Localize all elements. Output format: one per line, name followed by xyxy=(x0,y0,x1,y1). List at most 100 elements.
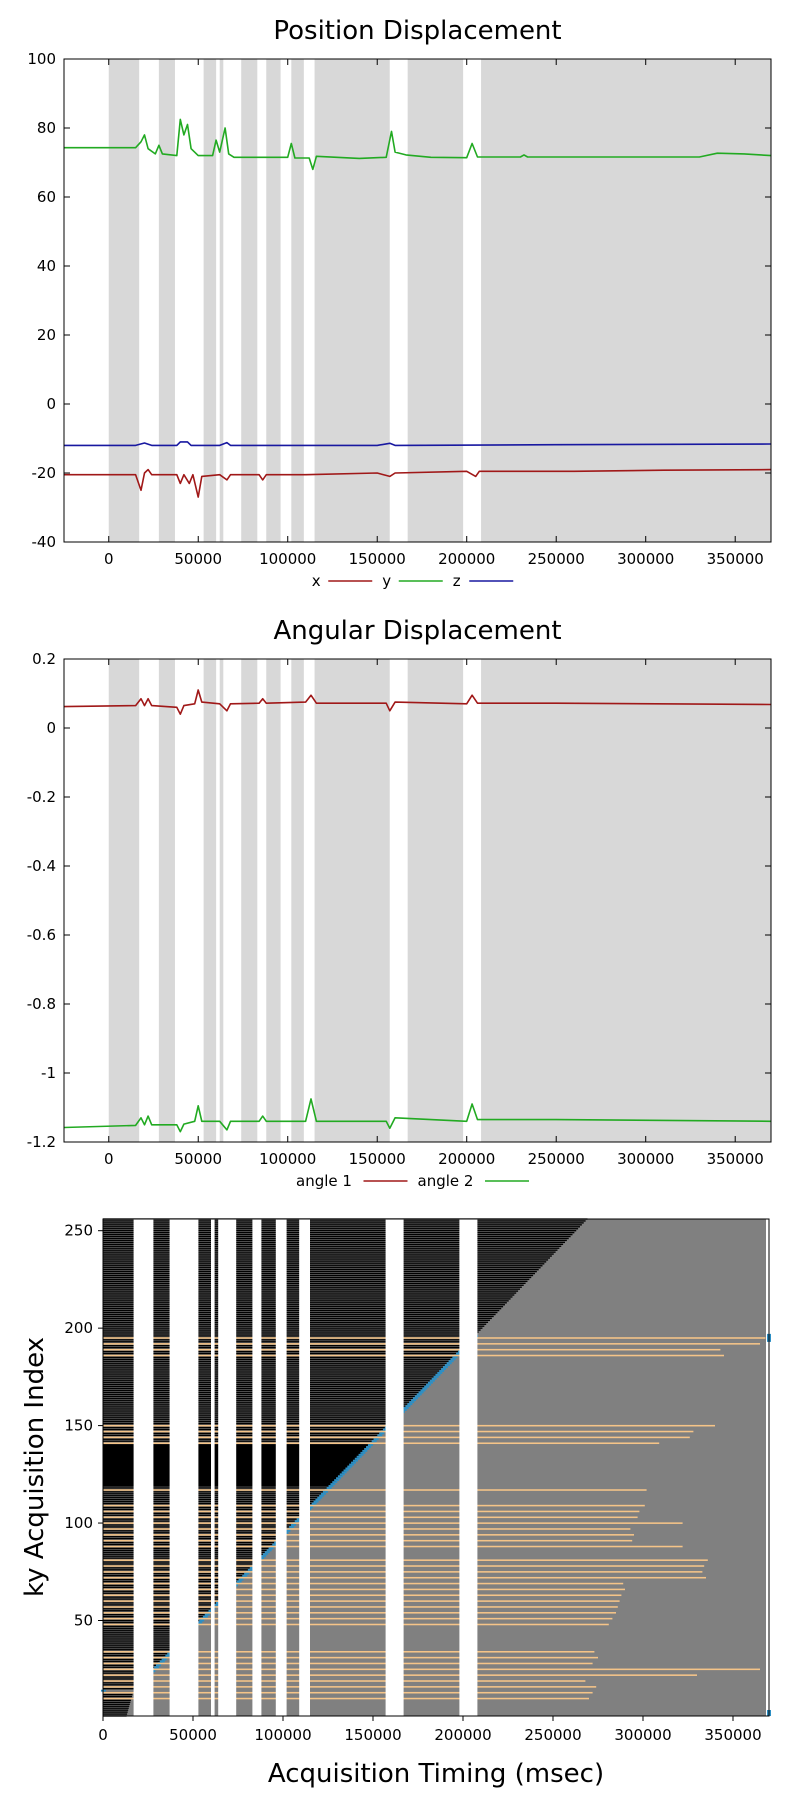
waiting-line xyxy=(103,1255,552,1257)
waiting-line xyxy=(103,1243,564,1246)
waiting-line xyxy=(103,1280,528,1283)
acquisition-marker xyxy=(313,1500,319,1503)
reacquired-line xyxy=(103,1600,620,1602)
y-tick-label: 100 xyxy=(64,1514,93,1532)
reacquired-line xyxy=(103,1680,586,1682)
background-band xyxy=(481,659,771,1142)
y-tick-label: -1.2 xyxy=(27,1133,56,1151)
waiting-line xyxy=(103,1315,494,1318)
x-tick-label: 150000 xyxy=(349,550,406,568)
waiting-line xyxy=(103,1276,532,1279)
waiting-line xyxy=(103,1331,479,1333)
waiting-line xyxy=(103,1713,128,1715)
waiting-line xyxy=(103,1253,554,1255)
waiting-line xyxy=(103,1658,164,1661)
waiting-line xyxy=(103,1701,131,1704)
waiting-line xyxy=(103,1520,297,1522)
waiting-line xyxy=(103,1666,157,1668)
acquisition-marker xyxy=(345,1467,351,1470)
acquisition-marker xyxy=(362,1449,368,1452)
acquisition-marker xyxy=(289,1525,295,1528)
waiting-line xyxy=(103,1270,537,1273)
waiting-line xyxy=(103,1372,440,1374)
waiting-line xyxy=(103,1323,487,1325)
x-tick-label: 250000 xyxy=(528,1150,585,1168)
reacquired-line xyxy=(103,1504,645,1507)
waiting-line xyxy=(103,1366,445,1368)
acquisition-marker xyxy=(439,1370,445,1372)
waiting-line xyxy=(103,1660,162,1663)
reacquired-line xyxy=(103,1612,616,1614)
acquisition-marker xyxy=(326,1486,332,1489)
acquisition-marker xyxy=(322,1490,328,1493)
acquisition-marker xyxy=(418,1391,424,1394)
acquisition-marker xyxy=(264,1551,270,1554)
reacquired-line xyxy=(103,1576,706,1579)
waiting-line xyxy=(103,1249,558,1251)
acquisition-marker xyxy=(412,1397,418,1400)
waiting-line xyxy=(103,1672,151,1674)
reacquired-line xyxy=(103,1606,618,1608)
waiting-line xyxy=(103,1682,142,1684)
acquisition-marker xyxy=(341,1471,347,1474)
reacquired-line xyxy=(103,1691,593,1694)
reacquired-line xyxy=(103,1539,633,1542)
acquisition-marker xyxy=(155,1664,161,1667)
acquisition-marker xyxy=(427,1381,433,1384)
waiting-line xyxy=(103,1321,489,1323)
x-axis-title: Acquisition Timing (msec) xyxy=(268,1759,604,1789)
waiting-line xyxy=(103,1514,303,1516)
y-tick-label: -0.4 xyxy=(27,857,56,875)
acquisition-marker xyxy=(199,1619,205,1622)
legend-label: z xyxy=(453,572,461,590)
acquisition-marker xyxy=(214,1603,220,1606)
reacquired-line xyxy=(103,1668,760,1671)
reacquired-line xyxy=(103,1442,660,1445)
waiting-line xyxy=(103,1506,310,1509)
waiting-line xyxy=(103,1231,575,1234)
y-tick-label: 250 xyxy=(64,1222,93,1240)
x-tick-label: 350000 xyxy=(707,1150,764,1168)
acquisition-marker xyxy=(382,1428,388,1431)
background-band xyxy=(219,659,224,1142)
acquisition-marker xyxy=(208,1609,214,1612)
waiting-line xyxy=(103,1257,550,1259)
acquisition-marker xyxy=(364,1448,370,1450)
background-band xyxy=(481,59,771,542)
waiting-line xyxy=(103,1282,526,1284)
background-band xyxy=(241,659,258,1142)
x-tick-label: 200000 xyxy=(438,550,495,568)
reacquired-line xyxy=(103,1582,624,1585)
waiting-line xyxy=(103,1290,519,1292)
legend-label: angle 1 xyxy=(296,1172,352,1190)
waiting-line xyxy=(103,1284,524,1286)
x-tick-label: 100000 xyxy=(254,1726,311,1744)
waiting-line xyxy=(103,1419,395,1421)
gap-band xyxy=(275,1219,287,1716)
reacquired-line xyxy=(103,1516,638,1519)
acquisition-marker xyxy=(420,1389,426,1392)
waiting-line xyxy=(103,1432,382,1435)
waiting-line xyxy=(103,1487,329,1489)
legend-label: angle 2 xyxy=(418,1172,474,1190)
x-tick-label: 50000 xyxy=(174,1150,222,1168)
acquisition-marker xyxy=(244,1572,250,1575)
x-tick-label: 50000 xyxy=(169,1726,217,1744)
y-tick-label: -1 xyxy=(41,1064,56,1082)
plot-frame xyxy=(63,58,772,543)
waiting-line xyxy=(103,1233,573,1236)
edge-band xyxy=(766,1219,769,1716)
waiting-line xyxy=(103,1247,560,1249)
x-tick-label: 50000 xyxy=(174,550,222,568)
waiting-line xyxy=(103,1226,580,1228)
waiting-line xyxy=(103,1684,140,1686)
acquisition-marker xyxy=(262,1553,268,1556)
x-tick-label: 100000 xyxy=(259,550,316,568)
x-tick-label: 150000 xyxy=(344,1726,401,1744)
waiting-line xyxy=(103,1413,400,1415)
series-line-z xyxy=(64,441,772,447)
waiting-line xyxy=(103,1339,472,1341)
waiting-line xyxy=(103,1502,314,1505)
waiting-line xyxy=(103,1385,427,1388)
waiting-line xyxy=(103,1518,299,1520)
